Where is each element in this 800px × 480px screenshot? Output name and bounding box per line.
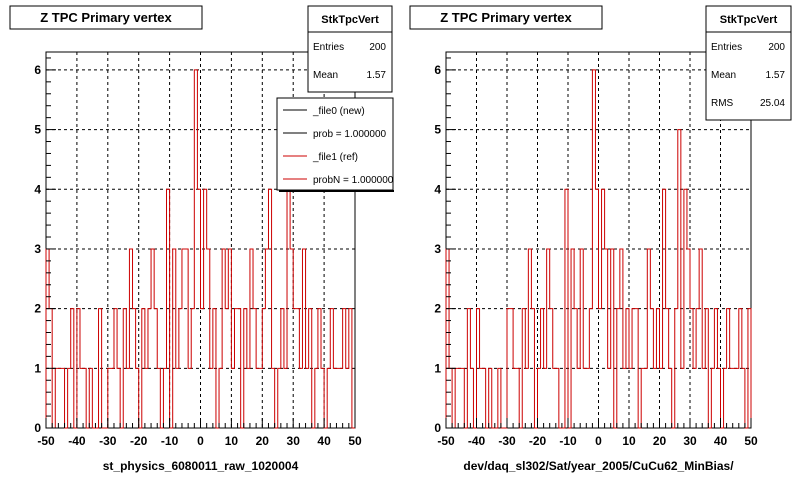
x-tick-label: -10 bbox=[161, 434, 179, 448]
stats-box bbox=[307, 5, 393, 93]
x-tick-label: 10 bbox=[225, 434, 239, 448]
y-tick-label: 0 bbox=[34, 421, 41, 435]
stats-row-value: 1.57 bbox=[367, 70, 387, 81]
y-tick-label: 0 bbox=[434, 421, 441, 435]
y-tick-label: 6 bbox=[434, 63, 441, 77]
y-tick-label: 3 bbox=[434, 242, 441, 256]
title-box bbox=[409, 5, 603, 30]
y-tick-label: 3 bbox=[34, 242, 41, 256]
y-tick-label: 2 bbox=[434, 302, 441, 316]
x-tick-label: -40 bbox=[68, 434, 86, 448]
legend-entry-label: _file1 (ref) bbox=[312, 152, 358, 163]
x-axis-title: st_physics_6080011_raw_1020004 bbox=[103, 459, 299, 473]
x-axis-title: dev/daq_sl302/Sat/year_2005/CuCu62_MinBi… bbox=[463, 459, 734, 473]
y-tick-label: 5 bbox=[34, 123, 41, 137]
legend-entry-label: _file0 (new) bbox=[312, 106, 365, 117]
x-tick-label: 0 bbox=[197, 434, 204, 448]
x-tick-label: -40 bbox=[468, 434, 486, 448]
x-tick-label: -50 bbox=[437, 434, 455, 448]
y-tick-label: 4 bbox=[434, 182, 441, 196]
stats-row-label: Mean bbox=[711, 70, 736, 81]
chart-title: Z TPC Primary vertex bbox=[40, 10, 172, 25]
x-tick-label: 40 bbox=[317, 434, 331, 448]
stats-row-label: Entries bbox=[711, 42, 742, 53]
x-tick-label: 30 bbox=[683, 434, 697, 448]
stats-row-value: 200 bbox=[768, 42, 785, 53]
right-histogram-panel: Z TPC Primary vertex-50 -40 -30 -20 -10 0 10 20… bbox=[409, 5, 792, 473]
left-histogram-panel: Z TPC Primary vertex-50 -40 -30 -20 -10 0 10 20… bbox=[9, 5, 394, 473]
x-tick-label: 30 bbox=[287, 434, 301, 448]
x-tick-label: 10 bbox=[622, 434, 636, 448]
chart-title: Z TPC Primary vertex bbox=[440, 10, 572, 25]
x-tick-label: 50 bbox=[348, 434, 362, 448]
x-tick-label: 20 bbox=[653, 434, 667, 448]
histogram-series-line bbox=[445, 69, 752, 429]
x-tick-label: -20 bbox=[130, 434, 148, 448]
y-tick-label: 6 bbox=[34, 63, 41, 77]
stats-row-value: 1.57 bbox=[766, 70, 786, 81]
stats-box bbox=[705, 5, 792, 121]
stats-box-title: StkTpcVert bbox=[321, 14, 379, 26]
y-tick-label: 1 bbox=[434, 361, 441, 375]
y-tick-label: 5 bbox=[434, 123, 441, 137]
stats-row-label: Entries bbox=[313, 42, 344, 53]
y-tick-label: 1 bbox=[34, 361, 41, 375]
legend-entry-label: prob = 1.000000 bbox=[313, 129, 387, 140]
x-tick-label: -30 bbox=[498, 434, 516, 448]
stats-row-value: 200 bbox=[369, 42, 386, 53]
stats-row-label: RMS bbox=[711, 98, 734, 109]
x-tick-label: 20 bbox=[256, 434, 270, 448]
histogram-series-line bbox=[45, 69, 355, 429]
stats-box-title: StkTpcVert bbox=[720, 14, 778, 26]
x-tick-label: 0 bbox=[595, 434, 602, 448]
x-tick-label: -20 bbox=[529, 434, 547, 448]
legend-box bbox=[276, 97, 394, 191]
y-tick-label: 2 bbox=[34, 302, 41, 316]
x-tick-label: -10 bbox=[559, 434, 577, 448]
x-tick-label: -30 bbox=[99, 434, 117, 448]
title-box bbox=[9, 5, 203, 30]
y-tick-label: 4 bbox=[34, 182, 41, 196]
stats-row-label: Mean bbox=[313, 70, 338, 81]
x-tick-label: -50 bbox=[37, 434, 55, 448]
stats-row-value: 25.04 bbox=[760, 98, 785, 109]
x-tick-label: 40 bbox=[714, 434, 728, 448]
legend-entry-label: probN = 1.000000 bbox=[313, 175, 394, 186]
x-tick-label: 50 bbox=[744, 434, 758, 448]
